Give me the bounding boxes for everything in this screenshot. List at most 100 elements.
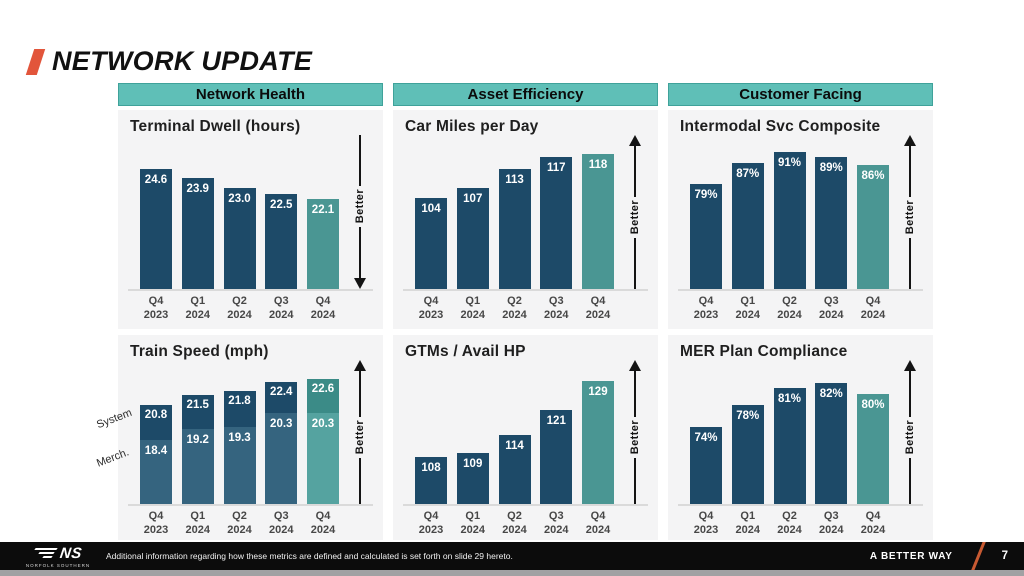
bar-value-label: 18.4 <box>144 445 168 458</box>
bar-value-label: 23.9 <box>186 182 209 195</box>
chart-gtms-avail-hp: GTMs / Avail HP 108 109 114 121 129 Better Q4… <box>393 335 658 540</box>
x-axis: Q4 2023 Q1 2024 Q2 2024 Q3 2024 Q4 2024 <box>415 295 614 323</box>
x-axis-label: Q4 2024 <box>310 295 336 321</box>
bar: 22.1 <box>307 199 339 289</box>
x-axis-label: Q2 2024 <box>227 295 252 321</box>
bar-value-label: 129 <box>588 385 608 398</box>
x-axis-label: Q1 2024 <box>735 295 760 321</box>
bar: 113 <box>498 169 531 289</box>
bar: 23.0 <box>223 188 256 289</box>
bar-value-label: 79% <box>694 189 718 202</box>
x-axis: Q4 2023 Q1 2024 Q2 2024 Q3 2024 Q4 2024 <box>690 295 889 323</box>
chart-train-speed: Train Speed (mph) 20.8 18.4 21.5 19.2 21.8 19… <box>95 335 383 540</box>
chart-mer-compliance: MER Plan Compliance 74% 78% 81% 82% 80% Bette… <box>668 335 933 540</box>
column-header: Network Health <box>118 83 383 106</box>
footer-tagline: A BETTER WAY <box>869 550 953 562</box>
bar: 107 <box>456 188 489 289</box>
chart-terminal-dwell: Terminal Dwell (hours) 24.6 23.9 23.0 22.5 2… <box>118 110 383 329</box>
chart-car-miles: Car Miles per Day 104 107 113 117 118 Better … <box>393 110 658 329</box>
bar: 23.9 <box>181 177 214 289</box>
bar-value-label: 20.3 <box>311 417 335 430</box>
page-title: NETWORK UPDATE <box>52 46 313 76</box>
x-axis-label: Q4 2023 <box>143 510 169 536</box>
bar-value-label: 107 <box>463 193 483 206</box>
x-axis-label: Q4 2024 <box>860 295 886 321</box>
x-axis-label: Q2 2024 <box>777 295 802 321</box>
x-axis-label: Q4 2023 <box>693 295 719 321</box>
x-axis-label: Q3 2024 <box>269 510 294 536</box>
x-axis-label: Q1 2024 <box>735 510 760 536</box>
logo-text: NS <box>58 544 83 562</box>
arrow-head-icon <box>629 360 641 371</box>
accent-slash-icon <box>25 48 46 75</box>
bar: 129 <box>582 380 614 504</box>
chart-title: Train Speed (mph) <box>130 343 269 360</box>
bar-value-label: 20.8 <box>144 409 168 422</box>
x-axis-label: Q4 2023 <box>418 510 444 536</box>
x-axis-label: Q4 2023 <box>693 510 719 536</box>
plot-area: 74% 78% 81% 82% 80% Better <box>678 360 923 506</box>
x-axis-label: Q1 2024 <box>185 295 210 321</box>
bar-value-label: 19.2 <box>186 433 209 446</box>
x-axis: Q4 2023 Q1 2024 Q2 2024 Q3 2024 Q4 2024 <box>690 510 889 538</box>
bar: 78% <box>731 404 764 504</box>
bar-value-label: 121 <box>546 414 566 427</box>
logo-stripes-icon <box>33 546 58 560</box>
bar: 109 <box>456 453 489 504</box>
bar: 81% <box>773 388 806 504</box>
bar-value-label: 82% <box>819 387 843 400</box>
bar-value-label: 22.4 <box>270 386 293 398</box>
plot-area: 79% 87% 91% 89% 86% Better <box>678 135 923 291</box>
x-axis-label: Q4 2023 <box>418 295 444 321</box>
bar: 91% <box>773 151 806 289</box>
plot-area: 104 107 113 117 118 Better <box>403 135 648 291</box>
x-axis-label: Q4 2024 <box>585 295 611 321</box>
arrow-head-icon <box>629 135 641 146</box>
chart-title: Intermodal Svc Composite <box>680 118 881 135</box>
bar-value-label: 74% <box>694 431 718 444</box>
x-axis-label: Q4 2024 <box>310 510 336 536</box>
better-arrow: Better <box>349 360 371 504</box>
bar: 74% <box>690 426 722 504</box>
arrow-head-icon <box>904 360 916 371</box>
bar: 22.6 20.3 <box>307 379 339 504</box>
x-axis: Q4 2023 Q1 2024 Q2 2024 Q3 2024 Q4 2024 <box>140 295 339 323</box>
bar-value-label: 86% <box>861 170 885 183</box>
bar-value-label: 20.3 <box>270 417 293 430</box>
bottom-edge-strip <box>0 570 1024 576</box>
bar-value-label: 114 <box>505 440 524 452</box>
plot-area: 108 109 114 121 129 Better <box>403 360 648 506</box>
chart-title: Terminal Dwell (hours) <box>130 118 301 135</box>
x-axis-label: Q4 2023 <box>143 295 169 321</box>
bar-value-label: 89% <box>819 162 843 175</box>
bar-value-label: 91% <box>777 156 802 169</box>
x-axis-label: Q1 2024 <box>460 510 485 536</box>
column-asset-efficiency: Asset Efficiency Car Miles per Day 104 10… <box>393 83 658 546</box>
column-header: Asset Efficiency <box>393 83 658 106</box>
bar-value-label: 23.0 <box>228 193 251 206</box>
better-label: Better <box>354 420 366 455</box>
better-label: Better <box>629 420 641 455</box>
bar: 104 <box>415 197 447 289</box>
x-axis-label: Q3 2024 <box>544 295 569 321</box>
x-axis-label: Q4 2024 <box>860 510 886 536</box>
bar-value-label: 22.1 <box>311 204 335 216</box>
bar: 87% <box>731 162 764 289</box>
plot-area: 20.8 18.4 21.5 19.2 21.8 19.3 22.4 20.3 22.6 20.3… <box>95 360 373 506</box>
x-axis-label: Q2 2024 <box>227 510 252 536</box>
footer-right: A BETTER WAY 7 <box>870 542 1024 570</box>
bar: 21.8 19.3 <box>223 390 256 504</box>
better-arrow: Better <box>899 360 921 504</box>
better-label: Better <box>629 200 641 235</box>
bar-value-label: 87% <box>736 167 760 180</box>
x-axis-label: Q2 2024 <box>502 510 527 536</box>
column-header: Customer Facing <box>668 83 933 106</box>
bar-value-label: 118 <box>588 158 608 171</box>
bar-value-label: 78% <box>736 409 760 422</box>
bar: 114 <box>498 435 531 504</box>
footer-slash-icon <box>968 542 988 570</box>
x-axis-label: Q3 2024 <box>819 510 844 536</box>
x-axis: Q4 2023 Q1 2024 Q2 2024 Q3 2024 Q4 2024 <box>415 510 614 538</box>
arrow-head-icon <box>354 360 366 371</box>
footer-note: Additional information regarding how the… <box>106 551 513 561</box>
